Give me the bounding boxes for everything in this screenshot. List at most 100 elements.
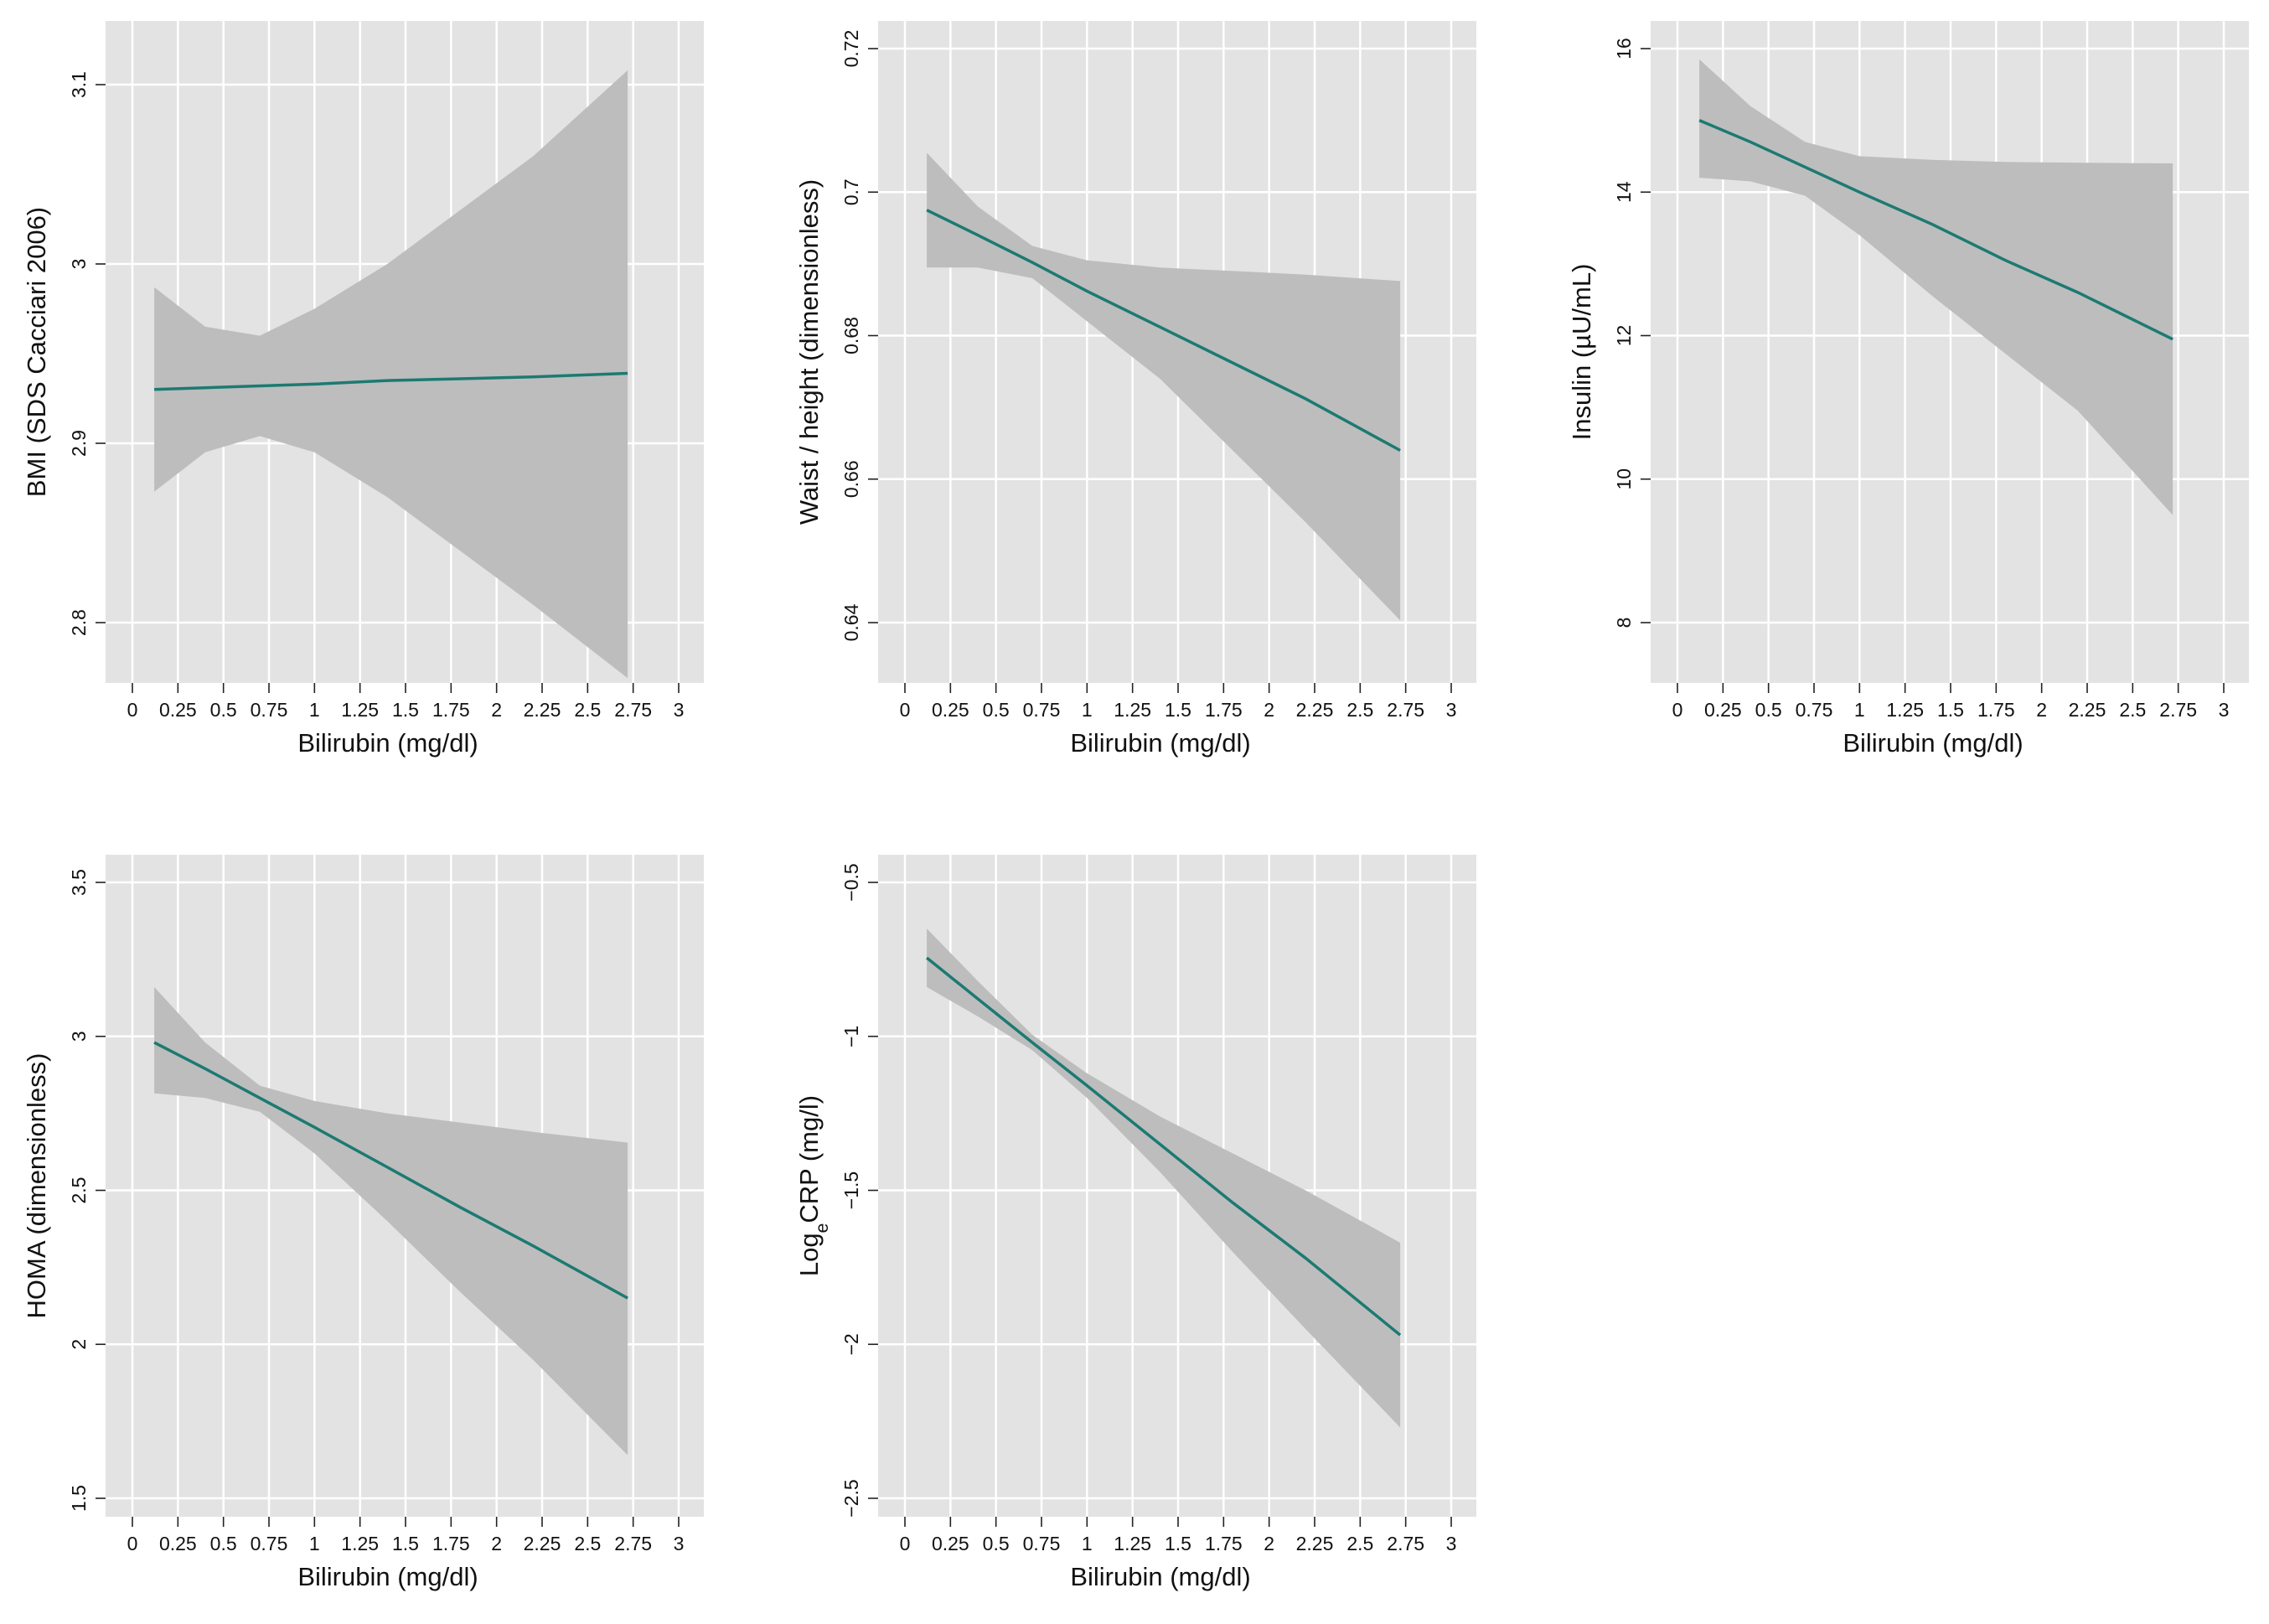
x-tick-label: 2.75 <box>614 699 652 721</box>
x-tick-label: 0 <box>127 699 138 721</box>
x-tick-label: 2 <box>2036 699 2047 721</box>
fit-line <box>154 371 628 391</box>
x-tick-label: 3 <box>674 1533 685 1554</box>
x-tick-label: 2.5 <box>2119 699 2146 721</box>
chart-panel-5: 0 0.25 0.5 0.75 1 1.25 1.5 1.75 2 2.25 2.5 2.75 3 −2.… <box>794 855 1476 1591</box>
x-tick-label: 0.75 <box>1023 699 1061 721</box>
fit-line <box>1698 118 2173 341</box>
x-tick-label: 0.5 <box>1755 699 1782 721</box>
x-tick-label: 2.25 <box>524 699 561 721</box>
y-tick-label: 0.64 <box>840 603 862 641</box>
x-tick-label: 2 <box>491 1533 502 1554</box>
y-axis-label-subscript: e <box>813 1223 832 1234</box>
y-axis-label: Waist / height (dimensionless) <box>794 179 824 525</box>
x-tick-label: 1.25 <box>1886 699 1924 721</box>
x-tick-label: 0.25 <box>159 1533 197 1554</box>
y-tick-label: 3 <box>68 1031 90 1042</box>
x-axis-label: Bilirubin (mg/dl) <box>297 1562 478 1591</box>
x-tick-label: 1.75 <box>432 699 470 721</box>
x-tick-label: 0.25 <box>932 1533 969 1554</box>
x-tick-label: 1 <box>309 699 320 721</box>
y-tick-label: 0.7 <box>840 178 862 205</box>
x-tick-label: 1.5 <box>1937 699 1964 721</box>
x-tick-label: 2.25 <box>1296 699 1334 721</box>
y-tick-label: 2.8 <box>68 609 90 636</box>
y-tick-label: 0.68 <box>840 317 862 354</box>
y-tick-label: 3.1 <box>68 71 90 98</box>
x-tick-label: 1.5 <box>1165 1533 1191 1554</box>
x-tick-label: 0.5 <box>210 1533 237 1554</box>
x-tick-label: 3 <box>1446 699 1457 721</box>
x-tick-label: 2.75 <box>614 1533 652 1554</box>
y-tick-label: 3.5 <box>68 869 90 896</box>
chart-panel-3: 0 0.25 0.5 0.75 1 1.25 1.5 1.75 2 2.25 2.5 2.75 3 8 10… <box>1567 21 2249 758</box>
x-tick-label: 1 <box>1082 1533 1093 1554</box>
y-tick-label: 2 <box>68 1339 90 1350</box>
y-tick-label: −1.5 <box>840 1171 862 1209</box>
fit-line <box>926 956 1402 1337</box>
chart-panel-1: 0 0.25 0.5 0.75 1 1.25 1.5 1.75 2 2.25 2.5 2.75 3 2.8… <box>22 21 704 758</box>
x-tick-label: 0.75 <box>251 699 288 721</box>
x-tick-label: 3 <box>2219 699 2230 721</box>
x-tick-label: 1 <box>1082 699 1093 721</box>
x-tick-label: 2.5 <box>1346 699 1373 721</box>
x-tick-label: 2.5 <box>574 699 601 721</box>
x-axis-label: Bilirubin (mg/dl) <box>1070 1562 1250 1591</box>
y-tick-label: −1 <box>840 1026 862 1047</box>
x-tick-label: 1 <box>1854 699 1865 721</box>
y-tick-label: 16 <box>1613 38 1635 59</box>
x-tick-label: 2.25 <box>1296 1533 1334 1554</box>
x-tick-label: 1.5 <box>392 1533 419 1554</box>
x-tick-label: 0 <box>900 699 911 721</box>
x-tick-label: 0.5 <box>983 699 1010 721</box>
x-axis-label: Bilirubin (mg/dl) <box>1843 728 2023 758</box>
x-axis-label: Bilirubin (mg/dl) <box>1070 728 1250 758</box>
y-axis-label: BMI (SDS Cacciari 2006) <box>22 207 51 497</box>
x-tick-label: 0.5 <box>210 699 237 721</box>
x-tick-label: 2.75 <box>1387 1533 1424 1554</box>
x-tick-label: 2.25 <box>524 1533 561 1554</box>
x-tick-label: 0.25 <box>1704 699 1742 721</box>
x-tick-label: 0.25 <box>932 699 969 721</box>
x-tick-label: 0 <box>900 1533 911 1554</box>
x-tick-label: 2 <box>1264 1533 1274 1554</box>
x-tick-label: 0.5 <box>983 1533 1010 1554</box>
y-axis-label: LogeCRP (mg/l) <box>794 1095 832 1276</box>
x-tick-label: 3 <box>1446 1533 1457 1554</box>
x-tick-label: 2.5 <box>1346 1533 1373 1554</box>
x-axis-label: Bilirubin (mg/dl) <box>297 728 478 758</box>
y-axis-label-main: Log <box>794 1233 824 1276</box>
y-tick-label: 3 <box>68 259 90 270</box>
x-tick-label: 0.75 <box>1796 699 1833 721</box>
x-tick-label: 1 <box>309 1533 320 1554</box>
confidence-band <box>154 70 628 679</box>
x-tick-label: 0.25 <box>159 699 197 721</box>
x-tick-label: 2 <box>491 699 502 721</box>
y-tick-label: 14 <box>1613 181 1635 203</box>
y-tick-label: 2.9 <box>68 430 90 457</box>
fit-line <box>153 1041 628 1300</box>
x-tick-label: 2.25 <box>2069 699 2106 721</box>
y-axis-label-rest: CRP (mg/l) <box>794 1095 824 1223</box>
x-tick-label: 1.75 <box>1977 699 2015 721</box>
y-tick-label: 10 <box>1613 468 1635 490</box>
x-tick-label: 0.75 <box>251 1533 288 1554</box>
y-tick-label: 12 <box>1613 325 1635 347</box>
y-tick-label: 8 <box>1613 618 1635 628</box>
y-tick-label: 0.72 <box>840 30 862 68</box>
x-tick-label: 2.75 <box>2159 699 2197 721</box>
x-tick-label: 0 <box>1672 699 1683 721</box>
chart-panel-4: 0 0.25 0.5 0.75 1 1.25 1.5 1.75 2 2.25 2.5 2.75 3 1.5… <box>22 855 704 1591</box>
y-axis-label: HOMA (dimensionless) <box>22 1053 51 1319</box>
x-tick-label: 1.25 <box>341 699 379 721</box>
chart-panel-2: 0 0.25 0.5 0.75 1 1.25 1.5 1.75 2 2.25 2.5 2.75 3 0.6… <box>794 21 1476 758</box>
x-tick-label: 2.5 <box>574 1533 601 1554</box>
x-tick-label: 0 <box>127 1533 138 1554</box>
y-tick-label: 1.5 <box>68 1485 90 1512</box>
x-tick-label: 1.5 <box>392 699 419 721</box>
x-tick-label: 1.25 <box>341 1533 379 1554</box>
x-tick-label: 1.25 <box>1114 1533 1151 1554</box>
x-tick-label: 3 <box>674 699 685 721</box>
y-axis-label: Insulin (µU/mL) <box>1567 264 1596 441</box>
